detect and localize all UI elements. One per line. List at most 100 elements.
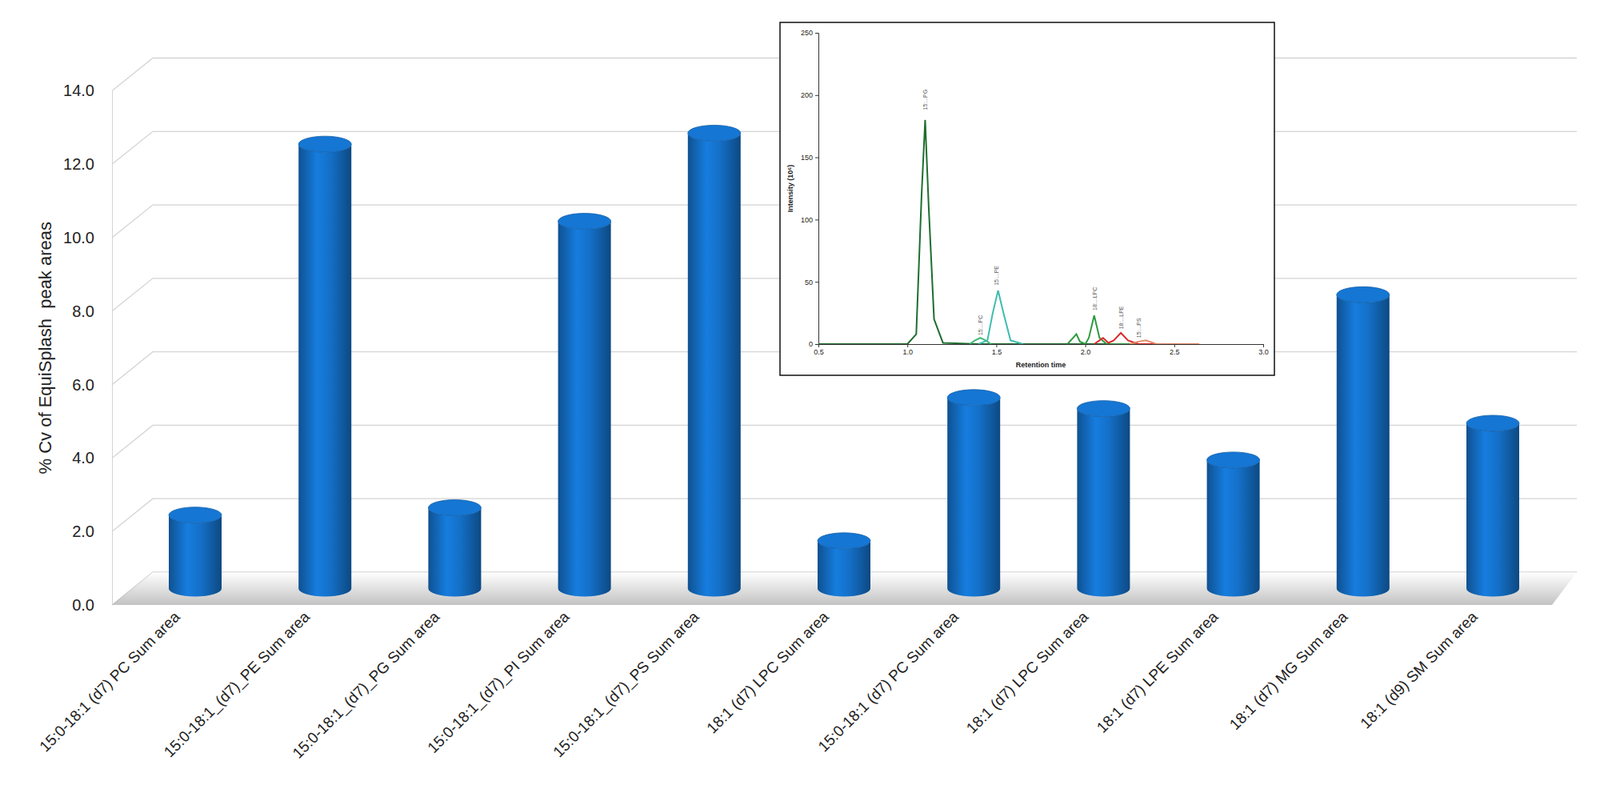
tick-label: 18:1 (d9) SM Sum area xyxy=(1356,608,1481,732)
tick-label: 0 xyxy=(808,340,813,348)
tick: 200 xyxy=(800,91,819,100)
tick-label: 15:0-18:1 (d7) PC Sum area xyxy=(36,608,184,756)
inset-y-axis: 0 50 100 150 200 250 xyxy=(800,28,820,348)
tick-label: 3.0 xyxy=(1258,348,1269,356)
tick-mark xyxy=(1085,344,1087,348)
tick-label: 2.5 xyxy=(1169,348,1180,356)
axis-line xyxy=(819,344,1264,348)
tick-mark xyxy=(907,344,908,348)
bar-top xyxy=(1466,415,1520,432)
tick: 10.0 xyxy=(63,228,112,247)
tick: 14.0 xyxy=(63,81,112,100)
annotations: 15:...PG15:...PC15:...PE18:...LPC18:...L… xyxy=(922,89,1142,338)
bar-top xyxy=(168,507,222,524)
tick-label: 2.0 xyxy=(1080,348,1092,356)
axis-title: % Cv of EquiSplash peak areas xyxy=(35,221,56,475)
tick: 0 xyxy=(808,340,819,348)
bar-top xyxy=(688,124,741,141)
bar-top xyxy=(298,136,352,152)
peak-label: 18:...LPE xyxy=(1118,305,1124,329)
axis-line xyxy=(815,33,820,345)
tick-label: 15:0-18:1_(d7)_PS Sum area xyxy=(549,608,703,761)
tick-mark xyxy=(1263,344,1264,348)
x-axis: 15:0-18:1 (d7) PC Sum area15:0-18:1_(d7)… xyxy=(36,608,1481,763)
tick-mark xyxy=(815,219,819,220)
tick-mark xyxy=(815,32,819,34)
bar xyxy=(817,540,871,597)
bar-top xyxy=(1076,400,1130,417)
tick-mark xyxy=(815,95,819,96)
tick: 4.0 xyxy=(72,448,112,467)
peak-label: 15:...PS xyxy=(1136,317,1142,338)
tick-label: 6.0 xyxy=(72,376,95,394)
tick-label: 14.0 xyxy=(63,81,95,100)
bar xyxy=(1336,294,1390,596)
tick-mark xyxy=(815,157,819,159)
trace xyxy=(978,290,1024,344)
tick: 3.0 xyxy=(1258,344,1269,356)
bar-top xyxy=(428,500,481,516)
tick: 0.5 xyxy=(813,344,824,356)
peak-label: 18:...LPC xyxy=(1092,287,1098,311)
tick-label: 18:1 (d7) LPE Sum area xyxy=(1093,608,1222,736)
bar-top xyxy=(817,532,871,549)
bar xyxy=(947,397,1000,597)
inset-frame xyxy=(780,22,1275,376)
chart-root: 0.0 2.0 4.0 6.0 8.0 10.0 12.0 14.0 % Cv of EquiS… xyxy=(0,0,1600,809)
tick-label: 15:0-18:1_(d7)_PG Sum area xyxy=(288,608,444,763)
tick: 100 xyxy=(800,216,819,224)
tick-mark xyxy=(815,281,819,283)
peak-label: 15:...PC xyxy=(977,315,984,336)
tick: 2.5 xyxy=(1169,344,1180,356)
tick: 1.5 xyxy=(992,344,1003,356)
tick-label: 18:1 (d7) LPC Sum area xyxy=(963,608,1092,737)
axis-title: Intensity (10⁶) xyxy=(786,164,795,213)
tick-label: 200 xyxy=(800,91,813,100)
tick: 2.0 xyxy=(72,522,112,540)
bar xyxy=(558,221,612,597)
bar xyxy=(1466,423,1520,597)
tick-label: 10.0 xyxy=(63,228,95,247)
tick-label: 18:1 (d7) LPC Sum area xyxy=(703,608,832,737)
tick-mark xyxy=(815,344,819,345)
tick-label: 0.0 xyxy=(72,596,95,614)
tick: 1.0 xyxy=(902,344,913,356)
bar xyxy=(688,132,741,596)
inset-x-axis: 0.5 1.0 1.5 2.0 2.5 3.0 xyxy=(813,344,1269,356)
trace xyxy=(818,120,1192,344)
trace xyxy=(1067,315,1192,344)
tick: 12.0 xyxy=(63,155,112,173)
tick: 250 xyxy=(800,28,819,37)
bar-top xyxy=(1336,286,1390,303)
tick-label: 15:0-18:1 (d7) PC Sum area xyxy=(814,608,962,756)
tick-label: 15:0-18:1_(d7)_PI Sum area xyxy=(424,608,573,757)
tick-label: 1.5 xyxy=(992,348,1003,356)
tick-label: 150 xyxy=(800,153,813,162)
bar xyxy=(428,508,481,597)
peak-label: 15:...PE xyxy=(993,265,1000,286)
bar xyxy=(168,515,222,597)
bar-top xyxy=(947,389,1000,406)
trace xyxy=(1129,340,1200,344)
tick: 150 xyxy=(800,153,819,162)
tick-label: 100 xyxy=(800,216,813,224)
tick-label: 15:0-18:1_(d7)_PE Sum area xyxy=(160,608,314,761)
tick-mark xyxy=(818,344,820,348)
bar xyxy=(298,144,352,596)
bar xyxy=(1207,460,1260,597)
tick-label: 50 xyxy=(804,278,813,287)
tick-mark xyxy=(1174,344,1176,348)
axis-line xyxy=(112,91,113,606)
bar-top xyxy=(558,213,612,230)
y-axis: 0.0 2.0 4.0 6.0 8.0 10.0 12.0 14.0 xyxy=(63,81,112,614)
tick: 2.0 xyxy=(1080,344,1092,356)
traces xyxy=(818,120,1200,344)
tick-label: 4.0 xyxy=(72,448,95,467)
tick: 50 xyxy=(804,278,819,287)
bar xyxy=(1076,408,1130,597)
tick: 8.0 xyxy=(72,302,112,320)
bar-top xyxy=(1207,452,1260,468)
trace xyxy=(1094,332,1196,344)
tick-label: 8.0 xyxy=(72,302,95,320)
tick-label: 250 xyxy=(800,28,813,37)
